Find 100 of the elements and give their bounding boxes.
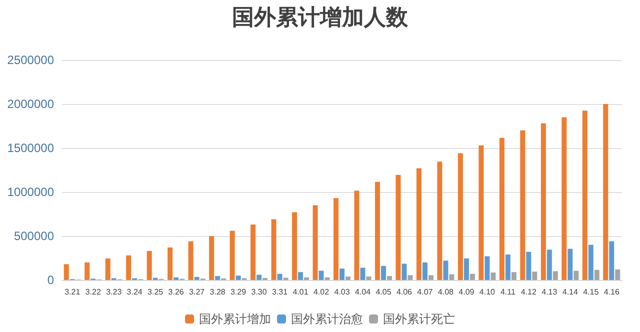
bar [582,110,588,280]
x-tick-label: 4.15 [583,288,600,296]
x-tick-label: 3.26 [168,288,184,296]
bar [402,264,407,280]
bar [458,153,463,280]
x-tick-label: 4.10 [479,288,496,296]
bar [505,254,510,280]
bar [490,272,496,280]
bar [146,250,152,280]
bar [188,241,194,280]
bar [526,252,532,280]
bar [562,117,567,280]
bar [250,224,256,280]
x-tick-label: 3.27 [189,288,206,296]
bar [236,276,241,280]
x-tick-label: 3.28 [210,288,226,296]
bar [64,264,69,280]
x-tick-label: 3.29 [230,288,247,296]
bar [609,241,614,280]
bar [574,270,579,280]
bar [552,271,558,280]
bar [374,182,380,280]
bar [324,277,330,280]
bar [360,268,366,280]
bar [105,258,110,280]
y-tick-label: 0 [47,273,54,287]
bar [443,260,448,280]
x-tick-label: 3.22 [85,288,102,296]
legend-label: 国外累计死亡 [383,312,455,326]
y-tick-label: 500000 [14,229,54,243]
bar [408,275,413,280]
bar [546,250,552,280]
bar [588,244,594,280]
x-tick-label: 4.11 [500,288,516,296]
bar [230,230,235,280]
x-tick-label: 4.07 [417,288,434,296]
x-tick-label: 4.08 [438,288,454,296]
bar [215,276,220,280]
bar [499,138,504,280]
bar [470,274,475,280]
bar [464,258,469,280]
x-tick-label: 3.31 [272,288,288,296]
bar [209,236,214,280]
x-tick-label: 4.03 [334,288,350,296]
bar [334,198,338,280]
bar [256,274,262,280]
y-tick-label: 1500000 [7,141,54,155]
bar [416,168,422,280]
bar [615,269,620,280]
bar [318,270,324,280]
x-tick-label: 4.09 [458,288,475,296]
x-tick-label: 4.02 [313,288,330,296]
bar [366,276,372,280]
bar [174,277,179,280]
legend-label: 国外累计治愈 [291,312,363,326]
bar [520,130,526,280]
bar [484,256,490,280]
x-tick-label: 4.06 [396,288,413,296]
y-tick-label: 2000000 [7,97,54,111]
x-tick-label: 4.13 [542,288,558,296]
x-tick-label: 4.05 [376,288,392,296]
bar [312,205,318,280]
bar [346,276,350,280]
bar [298,272,304,280]
bar [84,262,90,280]
bar [168,247,173,280]
x-tick-label: 4.01 [292,288,309,296]
y-tick-label: 2500000 [7,53,54,67]
bar [126,255,132,280]
bar [594,270,600,280]
bar [340,268,344,280]
bar [568,248,573,280]
x-tick-label: 3.24 [126,288,143,296]
bar [511,272,516,280]
x-tick-label: 3.23 [106,288,122,296]
x-tick-label: 3.30 [251,288,268,296]
bar [194,276,200,280]
y-tick-label: 1000000 [7,185,54,199]
bar [437,162,442,280]
x-tick-label: 4.04 [354,288,372,296]
bar [449,274,454,280]
x-tick-label: 3.25 [148,288,164,296]
bar [354,190,360,280]
bar [532,272,538,280]
x-tick-label: 3.21 [64,288,81,296]
bar [428,275,434,280]
x-tick-label: 4.12 [520,288,537,296]
legend-label: 国外累计增加 [199,312,271,326]
bar [422,262,428,280]
bar [478,145,484,280]
x-tick-label: 4.16 [604,288,620,296]
chart-title: 国外累计增加人数 [232,6,409,30]
bar [380,266,386,280]
bar [540,123,546,280]
x-tick-label: 4.14 [562,288,578,296]
bar [292,212,298,280]
bar [304,277,310,280]
bar [271,219,276,280]
bar [396,174,401,280]
bar [277,274,282,280]
